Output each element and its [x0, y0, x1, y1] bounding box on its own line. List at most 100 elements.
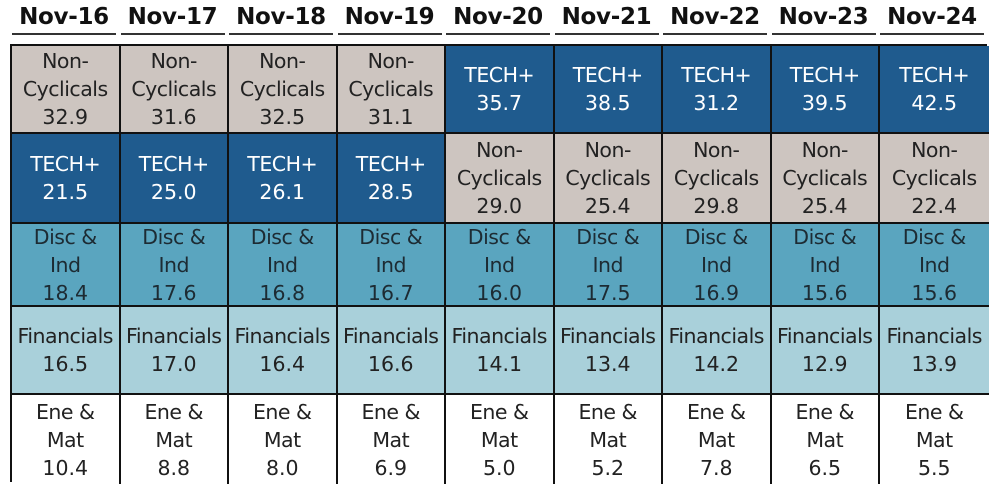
sector-cell-noncyc: Non- Cyclicals 32.9: [12, 46, 121, 134]
sector-cell-fin: Financials 16.5: [12, 307, 121, 395]
sector-cell-ene: Ene & Mat 6.9: [337, 395, 446, 484]
sector-cell-disc: Disc & Ind 15.6: [771, 224, 880, 307]
sector-cell-tech: TECH+ 25.0: [120, 134, 229, 224]
sector-value: 25.4: [584, 194, 631, 218]
column-header: Nov-24: [880, 4, 984, 35]
sector-value: 12.9: [801, 352, 848, 376]
column-header: Nov-22: [663, 4, 767, 35]
sector-cell-noncyc: Non- Cyclicals 29.8: [663, 134, 772, 224]
sector-value: 14.2: [693, 352, 740, 376]
sector-label: Disc & Ind: [684, 224, 748, 277]
sector-cell-ene: Ene & Mat 7.8: [663, 395, 772, 484]
sector-value: 16.4: [259, 352, 306, 376]
sector-label: Financials: [451, 324, 548, 348]
sector-label: Financials: [17, 324, 114, 348]
table-grid: Non- Cyclicals 32.9 TECH+ 21.5 Disc & Ind 18.…: [10, 44, 989, 484]
sector-value: 16.7: [367, 280, 414, 305]
sector-value: 17.5: [584, 280, 631, 305]
sector-label: TECH+: [464, 63, 535, 87]
sector-label: Disc & Ind: [793, 224, 857, 277]
sector-value: 31.2: [693, 91, 740, 115]
column-header: Nov-17: [120, 4, 225, 35]
sector-cell-disc: Disc & Ind 17.5: [554, 224, 663, 307]
column-header: Nov-23: [771, 4, 876, 35]
sector-cell-tech: TECH+ 39.5: [771, 46, 880, 134]
sector-label: Financials: [126, 324, 222, 348]
sector-value: 16.8: [259, 280, 306, 305]
sector-label: Financials: [777, 324, 873, 348]
sector-value: 25.4: [801, 194, 848, 218]
sector-cell-fin: Financials 17.0: [120, 307, 229, 395]
sector-value: 8.8: [157, 455, 191, 480]
sector-cell-disc: Disc & Ind 16.7: [337, 224, 446, 307]
sector-value: 32.9: [42, 105, 89, 129]
sector-cell-ene: Ene & Mat 10.4: [12, 395, 121, 484]
sector-label: Non- Cyclicals: [891, 138, 977, 190]
sector-cell-fin: Financials 16.6: [337, 307, 446, 395]
sector-label: TECH+: [572, 63, 643, 87]
sector-label: TECH+: [247, 152, 318, 176]
sector-cell-noncyc: Non- Cyclicals 25.4: [771, 134, 880, 224]
sector-value: 28.5: [367, 180, 414, 204]
column-header: Nov-20: [446, 4, 550, 35]
sector-cell-disc: Disc & Ind 17.6: [120, 224, 229, 307]
sector-label: TECH+: [681, 63, 752, 87]
sector-cell-tech: TECH+ 38.5: [554, 46, 663, 134]
sector-cell-tech: TECH+ 42.5: [880, 46, 989, 134]
sector-cell-disc: Disc & Ind 16.8: [229, 224, 338, 307]
sector-value: 32.5: [259, 105, 306, 129]
sector-label: Ene & Mat: [469, 399, 529, 452]
sector-value: 14.1: [476, 352, 523, 376]
sector-value: 21.5: [42, 180, 89, 204]
sector-value: 22.4: [911, 194, 958, 218]
sector-label: Financials: [234, 324, 331, 348]
sector-value: 38.5: [584, 91, 631, 115]
sector-cell-disc: Disc & Ind 16.9: [663, 224, 772, 307]
sector-cell-fin: Financials 16.4: [229, 307, 338, 395]
sector-value: 39.5: [801, 91, 848, 115]
sector-label: Ene & Mat: [35, 399, 95, 452]
sector-label: Non- Cyclicals: [782, 138, 868, 190]
sector-label: Non- Cyclicals: [22, 49, 108, 101]
sector-label: Non- Cyclicals: [239, 49, 325, 101]
column-header: Nov-21: [554, 4, 659, 35]
sector-cell-ene: Ene & Mat 6.5: [771, 395, 880, 484]
sector-label: Disc & Ind: [902, 224, 966, 277]
sector-cell-ene: Ene & Mat 8.8: [120, 395, 229, 484]
sector-label: Disc & Ind: [33, 224, 97, 277]
sector-value: 29.8: [693, 194, 740, 218]
sector-label: Non- Cyclicals: [673, 138, 759, 190]
sector-value: 42.5: [911, 91, 958, 115]
sector-label: Non- Cyclicals: [131, 49, 217, 101]
sector-value: 18.4: [42, 280, 89, 305]
sector-value: 7.8: [699, 455, 733, 480]
sector-label: Disc & Ind: [576, 224, 640, 277]
sector-label: Ene & Mat: [252, 399, 312, 452]
sector-cell-tech: TECH+ 31.2: [663, 46, 772, 134]
sector-label: Ene & Mat: [361, 399, 421, 452]
sector-value: 5.5: [917, 455, 951, 480]
sector-label: Ene & Mat: [144, 399, 204, 452]
sector-label: Financials: [343, 324, 439, 348]
sector-cell-ene: Ene & Mat 8.0: [229, 395, 338, 484]
sector-cell-ene: Ene & Mat 5.5: [880, 395, 989, 484]
sector-value: 6.9: [374, 455, 408, 480]
sector-label: Ene & Mat: [795, 399, 855, 452]
sector-value: 5.0: [482, 455, 516, 480]
sector-label: TECH+: [899, 63, 970, 87]
sector-label: TECH+: [355, 152, 426, 176]
sector-label: Ene & Mat: [578, 399, 638, 452]
sector-label: Non- Cyclicals: [456, 138, 542, 190]
sector-value: 16.0: [476, 280, 523, 305]
sector-label: Financials: [560, 324, 656, 348]
sector-value: 13.9: [911, 352, 958, 376]
sector-label: Non- Cyclicals: [348, 49, 434, 101]
sector-value: 17.6: [150, 280, 197, 305]
sector-value: 16.5: [42, 352, 89, 376]
sector-cell-tech: TECH+ 21.5: [12, 134, 121, 224]
sector-cell-tech: TECH+ 26.1: [229, 134, 338, 224]
sector-cell-disc: Disc & Ind 15.6: [880, 224, 989, 307]
sector-value: 16.9: [693, 280, 740, 305]
sector-value: 15.6: [801, 280, 848, 305]
